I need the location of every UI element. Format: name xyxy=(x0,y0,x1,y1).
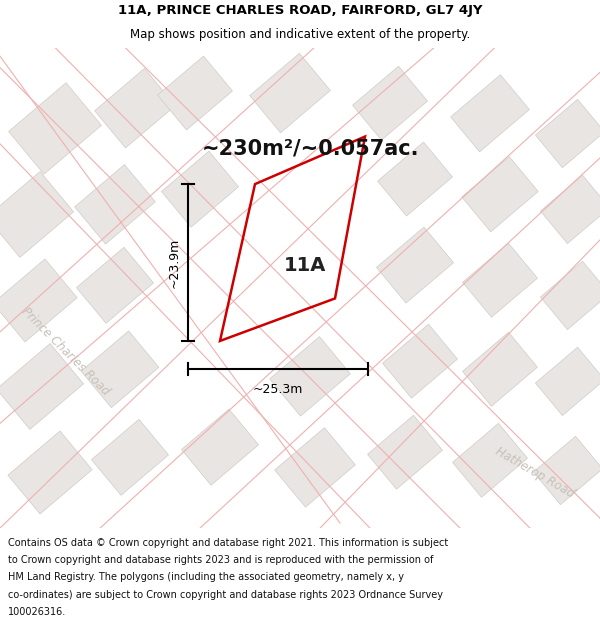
Text: co-ordinates) are subject to Crown copyright and database rights 2023 Ordnance S: co-ordinates) are subject to Crown copyr… xyxy=(8,589,443,599)
Polygon shape xyxy=(541,261,600,329)
Polygon shape xyxy=(463,243,538,317)
Text: 11A: 11A xyxy=(284,256,326,274)
Polygon shape xyxy=(8,82,101,174)
Polygon shape xyxy=(95,69,175,148)
Polygon shape xyxy=(383,324,457,398)
Polygon shape xyxy=(541,175,600,244)
Polygon shape xyxy=(353,66,427,140)
Polygon shape xyxy=(535,348,600,416)
Polygon shape xyxy=(376,227,454,303)
Polygon shape xyxy=(74,164,155,244)
Polygon shape xyxy=(76,248,154,323)
Text: to Crown copyright and database rights 2023 and is reproduced with the permissio: to Crown copyright and database rights 2… xyxy=(8,555,433,565)
Text: ~23.9m: ~23.9m xyxy=(167,238,181,288)
Polygon shape xyxy=(533,436,600,504)
Text: 100026316.: 100026316. xyxy=(8,607,66,617)
Polygon shape xyxy=(158,56,232,130)
Polygon shape xyxy=(269,337,350,416)
Polygon shape xyxy=(462,157,538,232)
Text: Contains OS data © Crown copyright and database right 2021. This information is : Contains OS data © Crown copyright and d… xyxy=(8,538,448,548)
Text: ~230m²/~0.057ac.: ~230m²/~0.057ac. xyxy=(201,139,419,159)
Polygon shape xyxy=(275,428,355,507)
Polygon shape xyxy=(250,53,331,132)
Polygon shape xyxy=(0,259,77,342)
Polygon shape xyxy=(368,415,442,489)
Polygon shape xyxy=(463,332,538,406)
Text: Prince Charles Road: Prince Charles Road xyxy=(19,304,112,398)
Polygon shape xyxy=(161,151,239,227)
Polygon shape xyxy=(181,409,259,485)
Polygon shape xyxy=(452,423,527,498)
Text: 11A, PRINCE CHARLES ROAD, FAIRFORD, GL7 4JY: 11A, PRINCE CHARLES ROAD, FAIRFORD, GL7 … xyxy=(118,4,482,18)
Polygon shape xyxy=(0,171,74,258)
Polygon shape xyxy=(377,142,452,216)
Text: Map shows position and indicative extent of the property.: Map shows position and indicative extent… xyxy=(130,28,470,41)
Polygon shape xyxy=(91,419,169,495)
Polygon shape xyxy=(8,431,92,514)
Polygon shape xyxy=(81,331,159,408)
Polygon shape xyxy=(451,75,529,152)
Polygon shape xyxy=(0,344,83,429)
Text: HM Land Registry. The polygons (including the associated geometry, namely x, y: HM Land Registry. The polygons (includin… xyxy=(8,572,404,582)
Text: ~25.3m: ~25.3m xyxy=(253,383,303,396)
Polygon shape xyxy=(535,99,600,168)
Text: Hatherop Road: Hatherop Road xyxy=(493,444,577,501)
